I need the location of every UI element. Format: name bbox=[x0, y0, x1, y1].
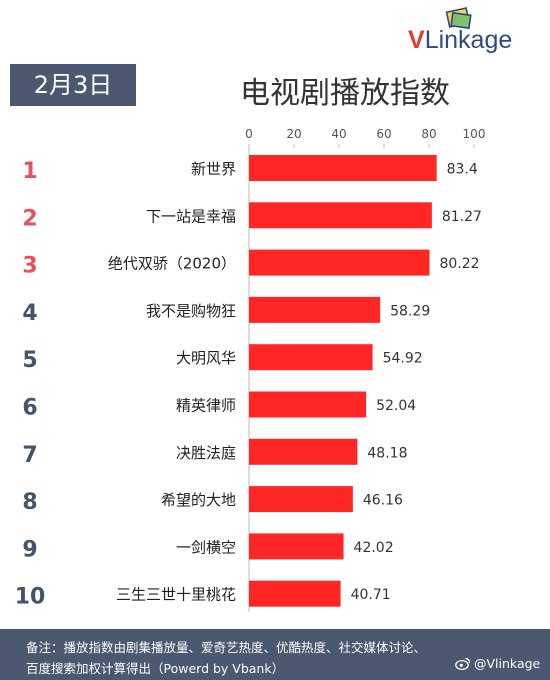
rank-number: 10 bbox=[15, 585, 46, 610]
value-label: 81.27 bbox=[442, 209, 482, 225]
rank-number: 3 bbox=[22, 254, 37, 279]
value-label: 40.71 bbox=[351, 587, 391, 603]
logo-text: VLinkage bbox=[408, 26, 512, 55]
rank-number: 2 bbox=[22, 206, 37, 231]
value-label: 54.92 bbox=[383, 351, 423, 367]
category-label: 决胜法庭 bbox=[176, 444, 236, 462]
x-tick-label: 20 bbox=[286, 127, 301, 141]
bar bbox=[249, 202, 432, 229]
rank-number: 4 bbox=[22, 301, 37, 326]
category-label: 精英律师 bbox=[176, 397, 236, 415]
footer-line-2: 百度搜索加权计算得出（Powerd by Vbank） bbox=[26, 661, 285, 676]
x-tick-label: 0 bbox=[245, 127, 253, 141]
value-label: 80.22 bbox=[439, 256, 479, 272]
weibo-handle: @Vlinkage bbox=[455, 656, 540, 671]
bar-chart: 0 20 40 60 80 100 新世界 83.4 1 下一站是幸福 81.27 2 绝代双骄（202… bbox=[15, 127, 486, 612]
category-label: 大明风华 bbox=[176, 349, 236, 367]
category-label: 三生三世十里桃花 bbox=[116, 586, 236, 604]
bar bbox=[249, 296, 381, 323]
bar bbox=[249, 391, 367, 418]
rank-number: 8 bbox=[22, 490, 37, 515]
bar bbox=[249, 249, 430, 276]
vlinkage-logo: VLinkage bbox=[408, 6, 543, 56]
value-label: 42.02 bbox=[354, 540, 394, 556]
rank-number: 9 bbox=[22, 537, 37, 562]
value-label: 83.4 bbox=[447, 162, 478, 178]
category-label: 新世界 bbox=[191, 160, 236, 178]
rank-number: 1 bbox=[22, 159, 37, 184]
weibo-text: @Vlinkage bbox=[474, 656, 541, 671]
category-label: 下一站是幸福 bbox=[146, 207, 236, 225]
rank-number: 5 bbox=[22, 348, 37, 373]
footer-line-1: 备注：播放指数由剧集播放量、爱奇艺热度、优酷热度、社交媒体讨论、 bbox=[26, 640, 427, 655]
footer-note: 备注：播放指数由剧集播放量、爱奇艺热度、优酷热度、社交媒体讨论、 百度搜索加权计… bbox=[0, 629, 550, 680]
bar bbox=[249, 580, 341, 607]
date-badge: 2月3日 bbox=[10, 64, 136, 106]
chart-title: 电视剧播放指数 bbox=[240, 76, 450, 111]
category-label: 绝代双骄（2020） bbox=[108, 255, 236, 273]
value-label: 48.18 bbox=[367, 445, 407, 461]
rank-number: 6 bbox=[22, 396, 37, 421]
value-label: 52.04 bbox=[376, 398, 416, 414]
bar bbox=[249, 438, 358, 465]
x-tick-label: 80 bbox=[421, 127, 436, 141]
category-label: 一剑横空 bbox=[176, 538, 236, 556]
weibo-icon bbox=[455, 657, 471, 671]
category-label: 我不是购物狂 bbox=[146, 302, 236, 320]
value-label: 46.16 bbox=[363, 493, 403, 509]
bar bbox=[249, 533, 344, 560]
rank-number: 7 bbox=[22, 443, 37, 468]
category-label: 希望的大地 bbox=[161, 491, 236, 509]
logo-frames-icon bbox=[445, 7, 472, 30]
bar bbox=[249, 486, 353, 513]
x-tick-label: 60 bbox=[376, 127, 391, 141]
logo-v: V bbox=[408, 26, 425, 54]
bar bbox=[249, 155, 437, 181]
value-label: 58.29 bbox=[390, 303, 430, 319]
x-tick-label: 40 bbox=[331, 127, 346, 141]
logo-rest: Linkage bbox=[424, 26, 513, 54]
bar bbox=[249, 344, 373, 371]
x-tick-label: 100 bbox=[463, 127, 486, 141]
